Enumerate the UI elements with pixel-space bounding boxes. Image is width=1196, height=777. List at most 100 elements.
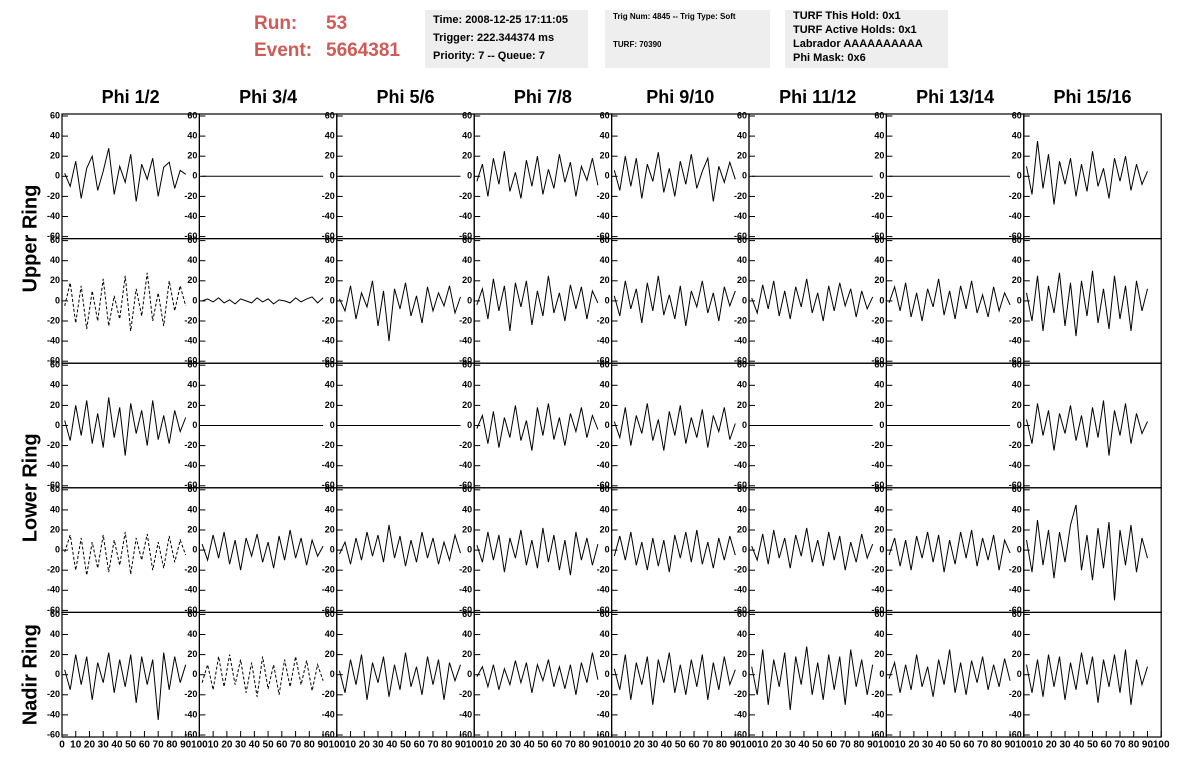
y-tick-label: -20	[322, 191, 335, 201]
column-title: Phi 9/10	[646, 87, 714, 107]
y-tick-label: 40	[462, 629, 472, 639]
y-tick-label: -20	[322, 315, 335, 325]
panel-frame	[885, 611, 1025, 738]
x-tick-label: 90	[317, 740, 329, 751]
y-tick-label: 20	[737, 649, 747, 659]
y-tick-label: -40	[597, 211, 610, 221]
y-tick-label: 20	[50, 151, 60, 161]
y-tick-label: 60	[737, 360, 747, 370]
y-tick-label: 40	[737, 380, 747, 390]
x-tick-label: 10	[70, 740, 82, 751]
y-tick-label: -40	[459, 585, 472, 595]
y-tick-label: -60	[184, 231, 197, 241]
y-tick-label: -20	[871, 315, 884, 325]
y-tick-label: 40	[600, 130, 610, 140]
y-tick-label: 20	[737, 151, 747, 161]
x-tick-label: 60	[276, 740, 288, 751]
y-tick-label: 0	[467, 295, 472, 305]
y-tick-label: 40	[325, 504, 335, 514]
y-tick-label: 60	[325, 360, 335, 370]
y-tick-label: 60	[325, 484, 335, 494]
column-title: Phi 15/16	[1053, 87, 1131, 107]
x-tick-label: 100	[1153, 740, 1170, 751]
x-tick-label: 50	[675, 740, 687, 751]
y-tick-label: -20	[597, 315, 610, 325]
info-text: Trig Num: 4845 -- Trig Type: Soft	[613, 12, 736, 21]
y-tick-label: -20	[322, 689, 335, 699]
y-tick-label: -20	[1009, 191, 1022, 201]
y-tick-label: -40	[871, 585, 884, 595]
y-tick-label: 0	[742, 544, 747, 554]
info-text: Labrador AAAAAAAAAA	[793, 38, 923, 50]
y-tick-label: -40	[47, 335, 60, 345]
y-tick-label: 60	[874, 235, 884, 245]
x-tick-label: 50	[125, 740, 137, 751]
y-tick-label: 60	[874, 360, 884, 370]
panel-frame	[336, 238, 475, 364]
y-tick-label: 40	[600, 504, 610, 514]
y-tick-label: -40	[459, 211, 472, 221]
y-tick-label: 60	[1012, 235, 1022, 245]
y-tick-label: 20	[600, 649, 610, 659]
y-tick-label: 40	[874, 504, 884, 514]
x-tick-label: 100	[191, 740, 208, 751]
info-text: Time: 2008-12-25 17:11:05	[433, 14, 568, 26]
waveform	[888, 529, 1011, 573]
y-tick-label: 60	[325, 609, 335, 619]
y-tick-label: 20	[187, 524, 197, 534]
y-tick-label: -60	[597, 480, 610, 490]
y-tick-label: 40	[1012, 504, 1022, 514]
y-tick-label: 60	[1012, 609, 1022, 619]
panel-frame	[610, 362, 750, 489]
y-tick-label: 20	[462, 275, 472, 285]
column-title: Phi 7/8	[514, 87, 572, 107]
y-tick-label: 60	[187, 484, 197, 494]
waveform	[613, 275, 736, 327]
y-tick-label: -20	[459, 689, 472, 699]
x-tick-label: 100	[741, 740, 758, 751]
y-tick-label: 0	[467, 669, 472, 679]
column-title: Phi 3/4	[239, 87, 297, 107]
y-tick-label: 20	[874, 649, 884, 659]
x-tick-label: 20	[221, 740, 233, 751]
y-tick-label: -20	[734, 689, 747, 699]
waveform	[64, 531, 187, 576]
y-tick-label: 20	[737, 275, 747, 285]
y-tick-label: -60	[47, 729, 60, 739]
y-tick-label: 60	[600, 110, 610, 120]
x-tick-label: 80	[441, 740, 453, 751]
panel-frame	[473, 487, 613, 613]
x-tick-label: 90	[1004, 740, 1016, 751]
y-tick-label: -60	[871, 729, 884, 739]
y-tick-label: -20	[47, 565, 60, 575]
y-tick-label: 20	[874, 524, 884, 534]
y-tick-label: -60	[597, 729, 610, 739]
y-tick-label: -40	[871, 460, 884, 470]
y-tick-label: 20	[325, 275, 335, 285]
y-tick-label: -40	[184, 335, 197, 345]
y-tick-label: 20	[1012, 151, 1022, 161]
y-tick-label: -60	[459, 729, 472, 739]
x-tick-label: 30	[1059, 740, 1071, 751]
y-tick-label: -20	[1009, 565, 1022, 575]
y-tick-label: -40	[734, 709, 747, 719]
waveform	[339, 524, 461, 567]
y-tick-label: 20	[50, 275, 60, 285]
x-tick-label: 40	[1073, 740, 1085, 751]
y-tick-label: 20	[874, 400, 884, 410]
y-tick-label: -60	[322, 605, 335, 615]
y-tick-label: 0	[605, 544, 610, 554]
waveform	[201, 529, 324, 571]
panel-frame	[610, 487, 750, 613]
x-tick-label: 90	[867, 740, 879, 751]
y-tick-label: 20	[50, 400, 60, 410]
x-tick-label: 100	[1015, 740, 1032, 751]
ring-label: Upper Ring	[19, 185, 41, 293]
y-tick-label: -60	[1009, 356, 1022, 366]
x-tick-label: 70	[290, 740, 302, 751]
y-tick-label: -20	[1009, 689, 1022, 699]
x-tick-label: 90	[730, 740, 742, 751]
y-tick-label: 0	[55, 669, 60, 679]
y-tick-label: -40	[47, 460, 60, 470]
